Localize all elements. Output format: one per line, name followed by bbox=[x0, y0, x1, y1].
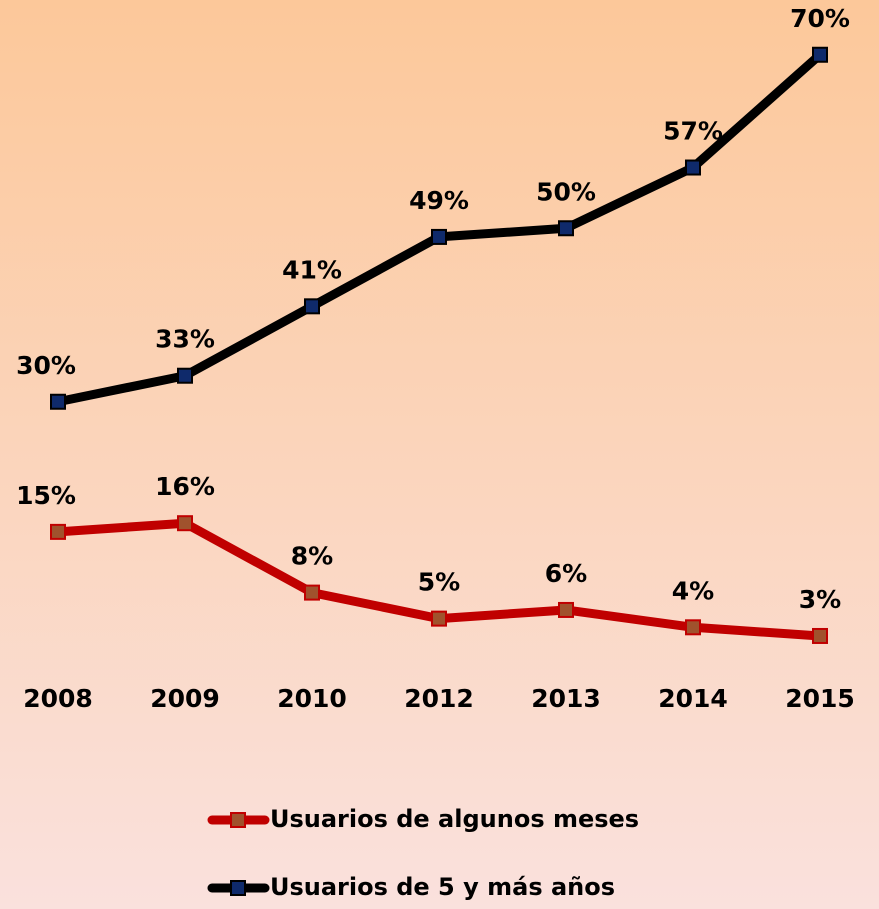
data-label: 8% bbox=[291, 542, 333, 571]
marker bbox=[685, 619, 701, 636]
marker bbox=[431, 610, 447, 627]
data-label: 49% bbox=[409, 186, 469, 215]
data-label: 5% bbox=[418, 568, 460, 597]
marker bbox=[50, 393, 66, 410]
x-tick-label: 2008 bbox=[23, 684, 93, 713]
x-tick-label: 2015 bbox=[785, 684, 855, 713]
marker bbox=[177, 515, 193, 532]
data-label: 3% bbox=[799, 585, 841, 614]
marker bbox=[558, 601, 574, 618]
legend-marker bbox=[230, 812, 246, 828]
data-label: 41% bbox=[282, 255, 342, 284]
marker bbox=[685, 159, 701, 176]
marker bbox=[50, 523, 66, 540]
data-label: 57% bbox=[663, 117, 723, 146]
marker bbox=[431, 228, 447, 245]
data-label: 30% bbox=[16, 351, 76, 380]
marker bbox=[812, 46, 828, 63]
legend-label: Usuarios de algunos meses bbox=[270, 805, 639, 833]
data-label: 50% bbox=[536, 177, 596, 206]
x-tick-label: 2012 bbox=[404, 684, 474, 713]
marker bbox=[304, 298, 320, 315]
data-label: 16% bbox=[155, 472, 215, 501]
legend-marker bbox=[230, 880, 246, 896]
marker bbox=[304, 584, 320, 601]
data-label: 15% bbox=[16, 481, 76, 510]
x-tick-label: 2010 bbox=[277, 684, 347, 713]
legend-label: Usuarios de 5 y más años bbox=[270, 873, 615, 901]
data-label: 33% bbox=[155, 325, 215, 354]
marker bbox=[812, 627, 828, 644]
data-label: 6% bbox=[545, 559, 587, 588]
marker bbox=[177, 367, 193, 384]
data-label: 4% bbox=[672, 576, 714, 605]
x-tick-label: 2013 bbox=[531, 684, 601, 713]
data-label: 70% bbox=[790, 4, 850, 33]
marker bbox=[558, 220, 574, 237]
x-tick-label: 2014 bbox=[658, 684, 728, 713]
x-tick-label: 2009 bbox=[150, 684, 220, 713]
